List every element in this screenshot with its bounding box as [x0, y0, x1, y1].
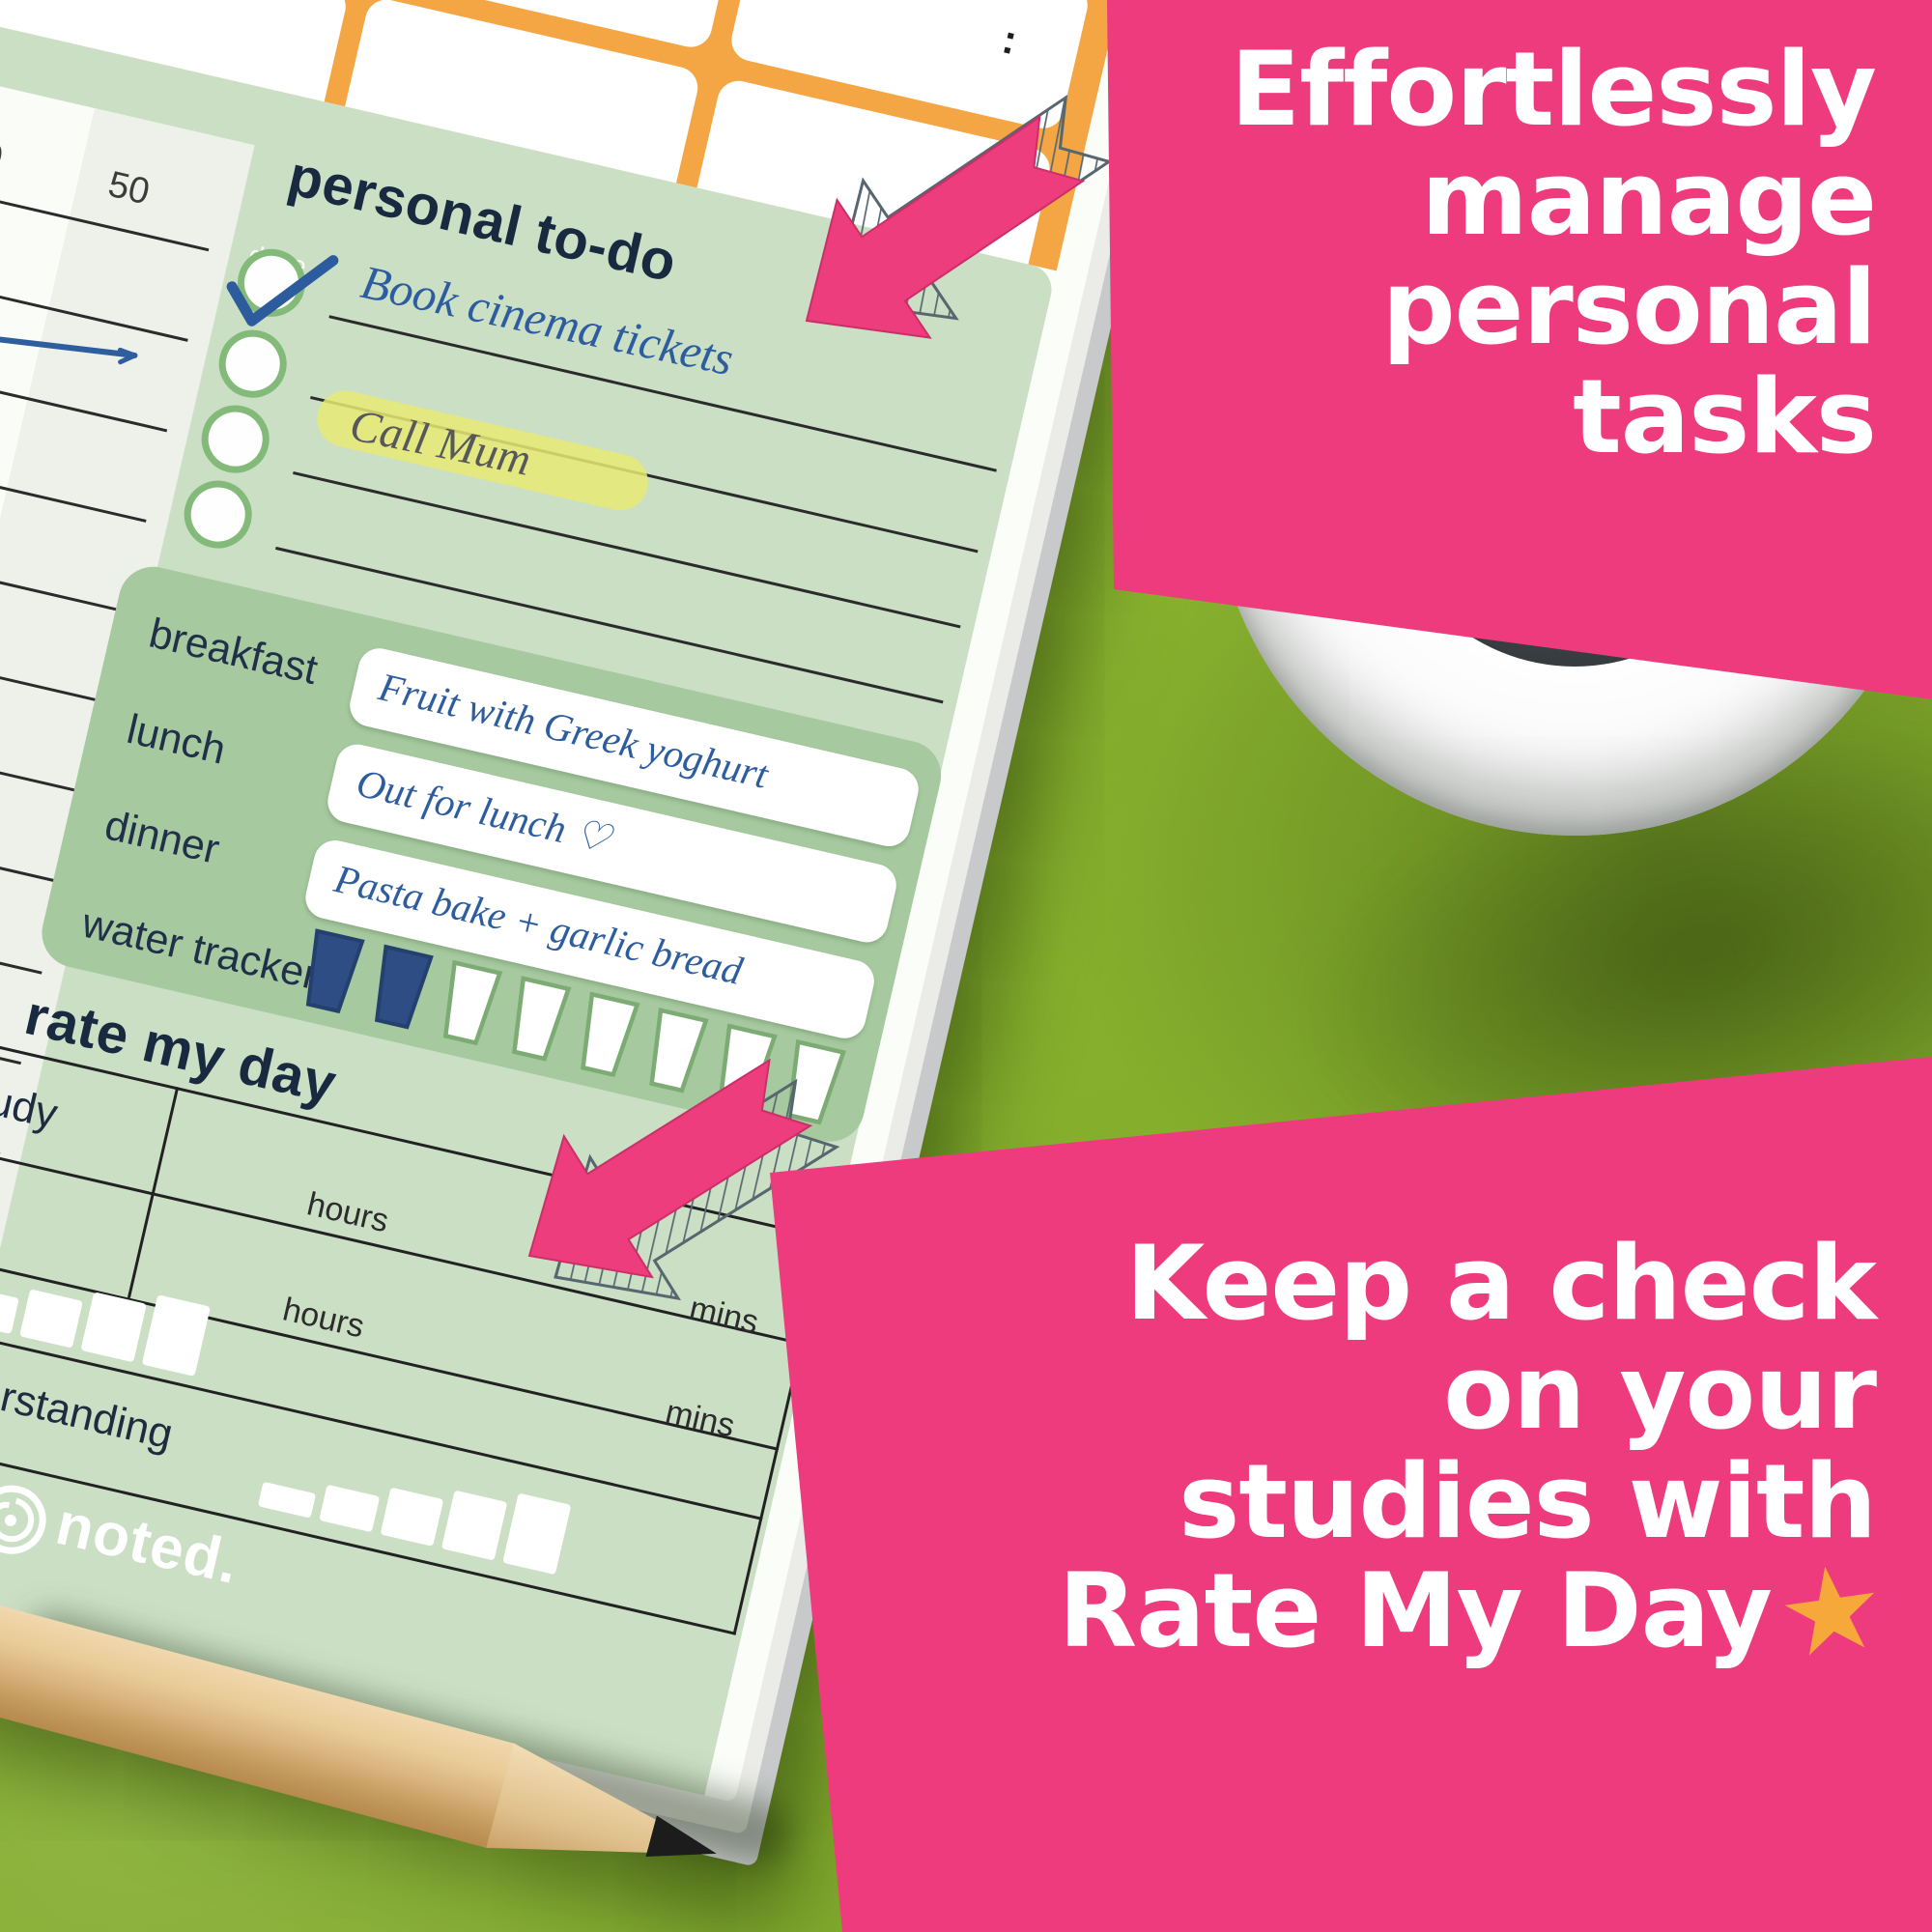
noted-spiral-icon [0, 1485, 46, 1554]
arrow-to-personal-todo [805, 114, 1086, 339]
bottom-banner-text: Keep a check on your studies with Rate M… [1059, 1224, 1892, 1686]
banner-line: Keep a check [1125, 1224, 1877, 1343]
banner-line: manage [1421, 139, 1877, 258]
handwritten-duration-arrow [0, 326, 138, 365]
banner-line: tasks [1573, 357, 1877, 476]
banner-line: personal [1381, 248, 1877, 367]
planner-pad: : : 40 50 [0, 0, 1247, 1867]
arrow-to-rate-my-day [527, 1058, 813, 1279]
banner-line: studies with [1179, 1442, 1877, 1561]
pencil-graphite-tip [645, 1815, 722, 1874]
banner-line: on your [1443, 1333, 1877, 1452]
water-glass-empty [649, 1008, 709, 1094]
water-glass-filled [374, 944, 434, 1030]
water-glass-empty [581, 991, 640, 1078]
banner-line: Rate My Day★ [1059, 1536, 1892, 1686]
water-glass-empty [511, 976, 572, 1062]
top-banner-text: Effortlessly manage personal tasks [1230, 30, 1877, 476]
check-icon [226, 255, 339, 327]
banner-line-text: Rate My Day [1058, 1551, 1773, 1670]
banner-line: Effortlessly [1230, 30, 1877, 149]
planner-page: : : 40 50 [0, 0, 1226, 1804]
water-glass-empty [442, 959, 503, 1046]
water-glasses [305, 928, 846, 1125]
water-glass-filled [305, 928, 365, 1014]
star-icon: ★ [1769, 1535, 1892, 1687]
